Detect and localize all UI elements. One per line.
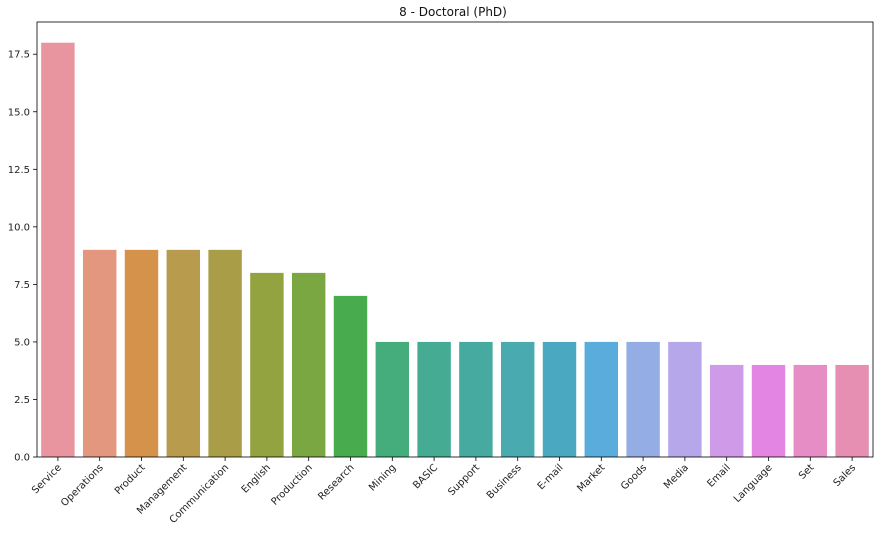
y-tick-label: 0.0: [14, 453, 30, 464]
y-tick-label: 5.0: [14, 337, 30, 348]
bar-mining: [375, 341, 410, 457]
x-tick-label: Sales: [832, 462, 859, 489]
x-tick-label: Support: [446, 462, 482, 498]
bar-email: [709, 364, 744, 457]
y-axis: 0.0 2.5 5.0 7.5 10.0 12.5 15.0 17.5: [8, 50, 37, 464]
y-tick-label: 15.0: [8, 107, 30, 118]
bar-market: [584, 341, 619, 457]
x-tick-label: Email: [705, 462, 732, 489]
x-tick-label: Set: [797, 462, 816, 481]
x-tick-label: Media: [662, 462, 691, 491]
bar-communication: [208, 249, 242, 457]
x-tick-label: E-mail: [536, 462, 566, 492]
bar-product: [124, 249, 159, 457]
y-tick-label: 17.5: [8, 50, 30, 61]
bar-business: [500, 341, 535, 457]
bar-set: [793, 364, 828, 457]
x-tick-label: Market: [575, 462, 607, 494]
y-tick-label: 12.5: [8, 165, 30, 176]
x-tick-label: BASIC: [411, 462, 440, 491]
y-tick-label: 2.5: [14, 395, 30, 406]
x-tick-label: Production: [269, 462, 314, 507]
bar-support: [459, 341, 493, 457]
bar-production: [291, 272, 326, 457]
x-tick-label: Mining: [367, 462, 398, 493]
y-tick-label: 10.0: [8, 222, 30, 233]
x-tick-label: English: [240, 462, 273, 495]
bar-operations: [82, 249, 117, 457]
bar-e-mail: [542, 341, 577, 457]
x-tick-label: Language: [732, 462, 775, 505]
x-tick-label: Goods: [619, 462, 649, 492]
bar-service: [41, 42, 75, 457]
x-tick-label: Operations: [59, 462, 106, 509]
x-tick-label: Service: [30, 462, 64, 496]
bar-research: [333, 295, 368, 457]
bar-management: [166, 249, 201, 457]
chart-title: 8 - Doctoral (PhD): [399, 5, 507, 19]
bar-media: [668, 341, 702, 457]
bar-goods: [626, 341, 660, 457]
y-tick-label: 7.5: [14, 280, 30, 291]
bars: [41, 42, 869, 457]
bar-language: [751, 364, 786, 457]
plot-frame: [36, 21, 874, 458]
bar-basic: [417, 341, 451, 457]
x-tick-label: Business: [485, 462, 524, 501]
bar-english: [250, 272, 284, 457]
x-tick-label: Product: [113, 462, 148, 497]
x-tick-label: Research: [316, 462, 356, 502]
bar-sales: [835, 364, 869, 457]
